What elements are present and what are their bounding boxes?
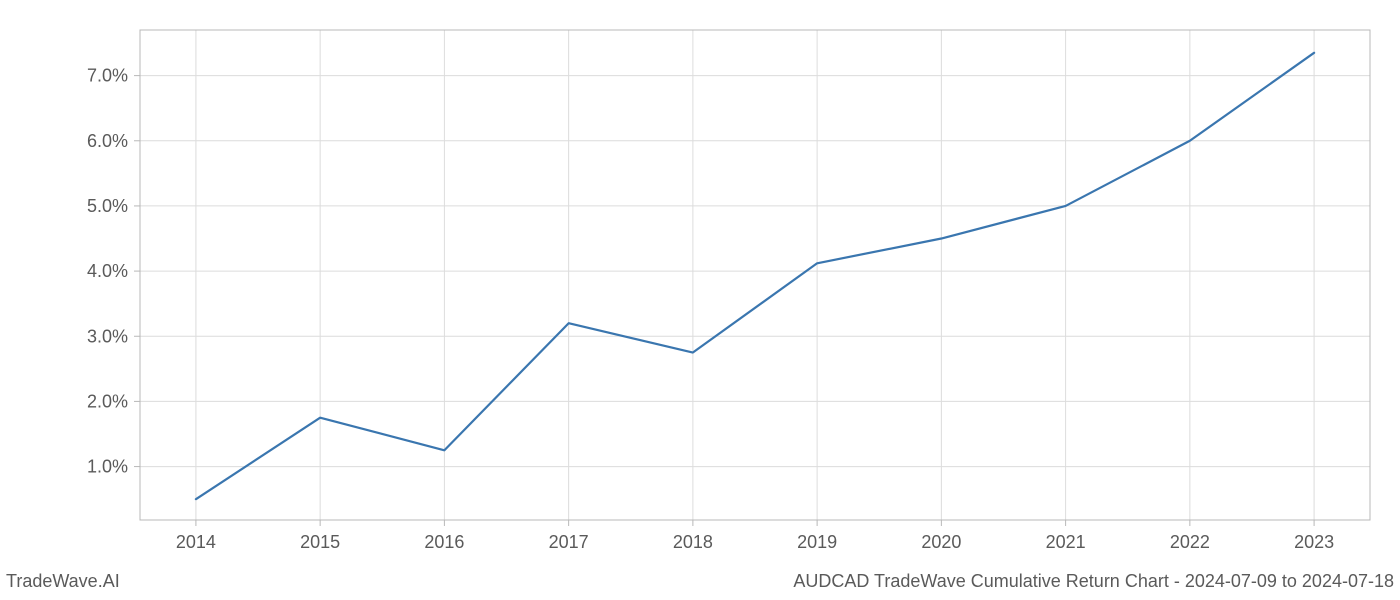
y-tick-label: 1.0% [87, 457, 128, 477]
x-tick-label: 2016 [424, 532, 464, 552]
x-tick-label: 2021 [1046, 532, 1086, 552]
x-tick-label: 2014 [176, 532, 216, 552]
y-tick-label: 4.0% [87, 261, 128, 281]
y-tick-label: 6.0% [87, 131, 128, 151]
x-tick-label: 2019 [797, 532, 837, 552]
chart-container: 2014 2015 2016 2017 2018 2019 2020 2021 2022 2023… [0, 0, 1400, 600]
x-tick-label: 2020 [921, 532, 961, 552]
x-tick-label: 2023 [1294, 532, 1334, 552]
x-tick-label: 2018 [673, 532, 713, 552]
x-tick-label: 2022 [1170, 532, 1210, 552]
x-tick-label: 2015 [300, 532, 340, 552]
y-tick-label: 7.0% [87, 66, 128, 86]
y-tick-label: 5.0% [87, 196, 128, 216]
footer-right-text: AUDCAD TradeWave Cumulative Return Chart… [793, 571, 1394, 592]
y-tick-label: 3.0% [87, 326, 128, 346]
line-chart-svg: 2014 2015 2016 2017 2018 2019 2020 2021 2022 2023… [0, 0, 1400, 600]
footer-left-text: TradeWave.AI [6, 571, 120, 592]
y-tick-label: 2.0% [87, 391, 128, 411]
x-tick-label: 2017 [549, 532, 589, 552]
